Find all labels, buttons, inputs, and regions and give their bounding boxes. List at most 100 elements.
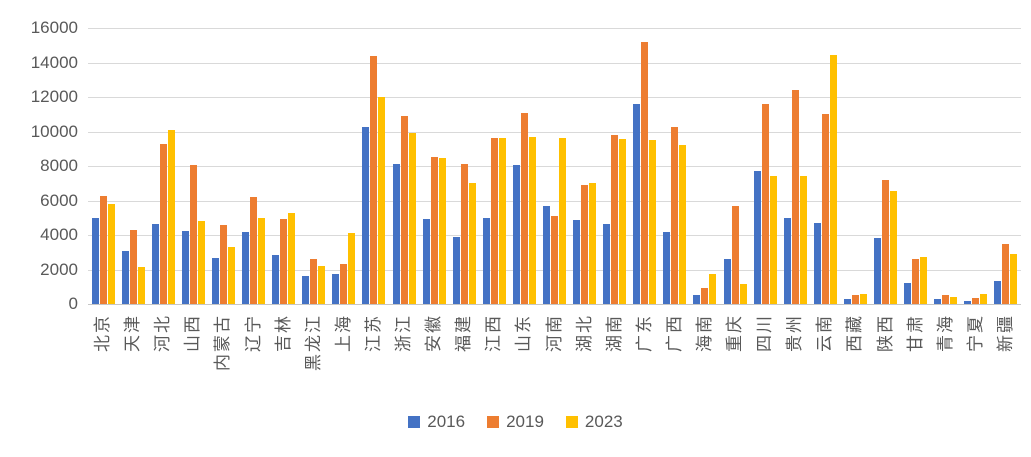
- bar-2023: [378, 97, 386, 304]
- x-axis-category-label: 内蒙古: [213, 314, 233, 371]
- bar-group-新疆: [991, 28, 1021, 304]
- x-axis-category-label: 西藏: [845, 314, 865, 352]
- bar-group-宁夏: [961, 28, 991, 304]
- bar-2023: [679, 145, 687, 304]
- bar-group-安徽: [419, 28, 449, 304]
- x-axis-category-label: 浙江: [394, 314, 414, 352]
- bar-2019: [942, 295, 950, 304]
- bar-2019: [581, 184, 589, 304]
- bar-2023: [438, 158, 446, 304]
- bar-2016: [693, 294, 701, 304]
- x-axis-category-label: 天津: [123, 314, 143, 352]
- bar-2016: [242, 231, 250, 304]
- bar-2023: [739, 284, 747, 304]
- bar-2016: [663, 231, 671, 304]
- bar-group-辽宁: [238, 28, 268, 304]
- x-axis-category-label: 陕西: [875, 314, 895, 352]
- bar-2016: [964, 300, 972, 304]
- bar-2023: [107, 203, 115, 304]
- gridline: [88, 131, 1021, 133]
- legend-label: 2016: [427, 412, 466, 431]
- bar-group-海南: [690, 28, 720, 304]
- bar-2023: [258, 217, 266, 304]
- bar-group-河南: [539, 28, 569, 304]
- bar-2019: [1002, 243, 1010, 304]
- bar-2019: [821, 114, 829, 304]
- plot-area: [88, 28, 1021, 304]
- bar-group-北京: [88, 28, 118, 304]
- legend: 2016 2019 2023: [0, 412, 1031, 432]
- bar-group-广西: [660, 28, 690, 304]
- bar-2016: [723, 259, 731, 304]
- gridline: [88, 200, 1021, 202]
- bar-2016: [874, 238, 882, 304]
- gridline: [88, 62, 1021, 64]
- x-axis-category-label: 湖北: [574, 314, 594, 352]
- y-axis-tick-label: 16000: [30, 18, 78, 37]
- bar-2023: [318, 266, 326, 304]
- bar-group-四川: [750, 28, 780, 304]
- bar-2016: [91, 217, 99, 304]
- bar-2019: [400, 115, 408, 304]
- x-axis-category-label: 河北: [153, 314, 173, 352]
- x-axis-category-label: 四川: [755, 314, 775, 352]
- bar-group-黑龙江: [299, 28, 329, 304]
- bar-2019: [731, 205, 739, 304]
- bar-2016: [633, 103, 641, 304]
- x-axis-category-label: 新疆: [995, 314, 1015, 352]
- bar-2023: [890, 191, 898, 304]
- bar-group-湖南: [600, 28, 630, 304]
- bar-group-甘肃: [901, 28, 931, 304]
- bar-2019: [641, 41, 649, 304]
- bar-2016: [753, 171, 761, 304]
- bar-2019: [851, 295, 859, 304]
- y-axis-tick-label: 12000: [30, 87, 78, 106]
- x-axis-category-label: 广西: [664, 314, 684, 352]
- bar-2019: [550, 216, 558, 304]
- legend-item-2016: 2016: [408, 412, 465, 432]
- bar-2023: [709, 273, 717, 304]
- bar-2023: [1010, 253, 1018, 304]
- bar-2019: [611, 134, 619, 304]
- x-axis-category-label: 北京: [93, 314, 113, 352]
- bar-2019: [520, 112, 528, 304]
- bar-2016: [904, 283, 912, 304]
- legend-swatch-icon: [487, 416, 500, 428]
- x-axis-category-label: 河南: [544, 314, 564, 352]
- bar-2016: [994, 280, 1002, 304]
- legend-item-2019: 2019: [487, 412, 544, 432]
- bar-2023: [950, 297, 958, 304]
- bar-2019: [280, 219, 288, 304]
- bar-2023: [589, 183, 597, 304]
- x-axis-category-label: 青海: [935, 314, 955, 352]
- bar-2016: [302, 276, 310, 304]
- x-axis-category-label: 辽宁: [243, 314, 263, 352]
- bar-2023: [408, 133, 416, 304]
- x-axis-category-label: 山东: [514, 314, 534, 352]
- gridline: [88, 28, 1021, 29]
- x-axis-category-label: 广东: [634, 314, 654, 352]
- bar-2016: [452, 236, 460, 304]
- bar-2016: [121, 250, 129, 304]
- bar-2019: [219, 224, 227, 304]
- bar-2019: [189, 165, 197, 304]
- bar-2019: [912, 259, 920, 304]
- bar-group-天津: [118, 28, 148, 304]
- bar-2023: [829, 54, 837, 304]
- x-axis-category-label: 重庆: [725, 314, 745, 352]
- bar-group-青海: [931, 28, 961, 304]
- bar-2016: [542, 205, 550, 304]
- bar-group-山西: [178, 28, 208, 304]
- bar-2023: [468, 183, 476, 304]
- gridline: [88, 97, 1021, 98]
- bar-2019: [791, 90, 799, 304]
- y-axis-tick-label: 8000: [40, 156, 78, 175]
- x-axis-category-label: 黑龙江: [303, 314, 323, 371]
- x-axis-category-label: 山西: [183, 314, 203, 352]
- x-axis-category-label: 宁夏: [965, 314, 985, 352]
- bar-2019: [761, 103, 769, 304]
- bar-2016: [603, 223, 611, 304]
- bar-group-贵州: [780, 28, 810, 304]
- legend-label: 2023: [584, 412, 623, 431]
